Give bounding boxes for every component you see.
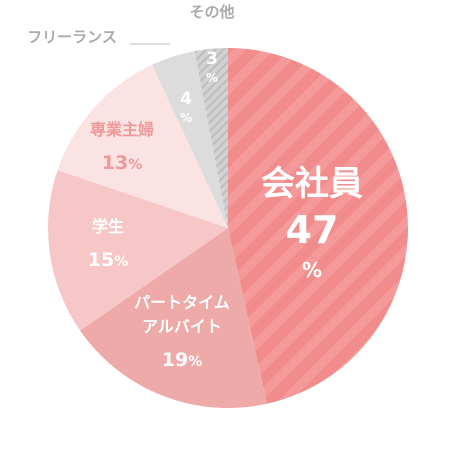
slice-label-part-arubaito-2: アルバイト xyxy=(142,317,222,336)
slice-percent-freelance: % xyxy=(180,111,192,125)
pie-slice-gakusei xyxy=(48,170,228,331)
slice-value-sonota: 3 xyxy=(206,49,218,69)
slice-percent-sonota: % xyxy=(206,71,218,85)
slice-label-freelance: フリーランス xyxy=(27,28,117,46)
slice-label-sengyo-shufu: 専業主婦 xyxy=(90,120,154,139)
pie-slice-part-arubaito xyxy=(80,228,267,408)
slice-value-freelance: 4 xyxy=(180,89,192,109)
slice-label-part-arubaito-1: パートタイム xyxy=(134,293,230,312)
pie-slice-kaishain xyxy=(228,48,408,404)
slice-label-sonota: その他 xyxy=(189,3,234,21)
slice-value-sengyo-shufu: 13% xyxy=(102,152,142,174)
pie-slice-sonota xyxy=(194,48,228,228)
pie-slice-freelance xyxy=(152,51,228,228)
slice-value-gakusei: 15% xyxy=(88,249,128,271)
slice-label-gakusei: 学生 xyxy=(92,217,124,236)
slice-percent-kaishain: % xyxy=(302,258,322,282)
slice-value-kaishain: 47 xyxy=(286,208,339,252)
pie-slice-sengyo-shufu xyxy=(57,64,228,228)
slice-value-part-arubaito: 19% xyxy=(162,349,202,371)
slice-label-kaishain: 会社員 xyxy=(261,164,363,204)
